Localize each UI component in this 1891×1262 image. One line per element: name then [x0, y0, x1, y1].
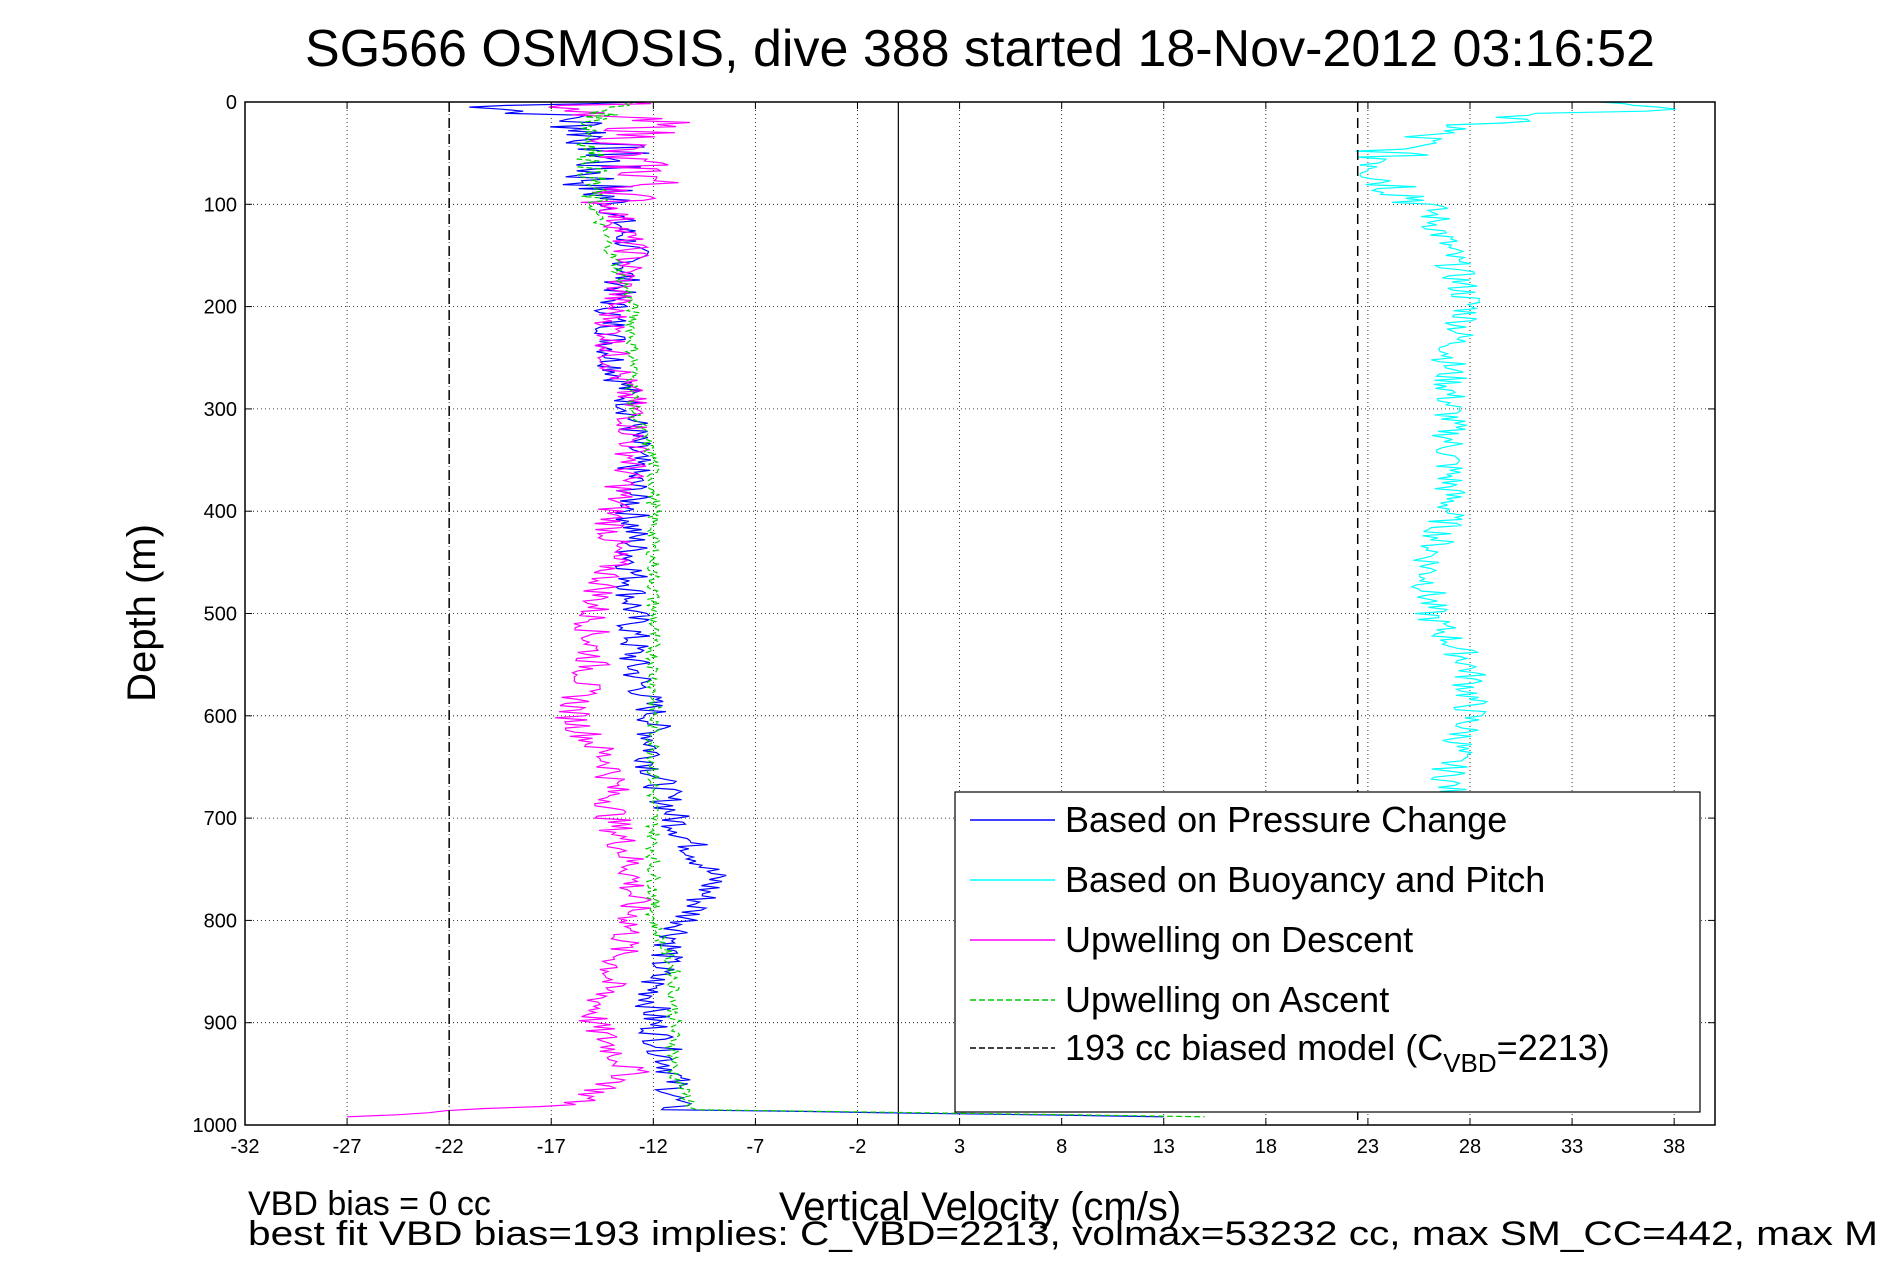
y-tick-label: 0: [226, 92, 237, 114]
series-line-2: [347, 101, 690, 1118]
y-tick-label: 1000: [193, 1115, 238, 1137]
y-tick-label: 600: [204, 706, 237, 728]
y-tick-label: 500: [204, 604, 237, 626]
legend-label-main: 193 cc biased model (C: [1065, 1027, 1443, 1068]
x-tick-label: -27: [333, 1136, 362, 1158]
legend-label: Based on Pressure Change: [1065, 799, 1507, 840]
legend-label: Upwelling on Ascent: [1065, 979, 1389, 1020]
legend-label: Based on Buoyancy and Pitch: [1065, 859, 1545, 900]
x-tick-label: 18: [1255, 1136, 1277, 1158]
series-line-1: [1355, 101, 1676, 819]
x-tick-label: -12: [639, 1136, 668, 1158]
x-tick-label: -17: [537, 1136, 566, 1158]
x-tick-label: -22: [435, 1136, 464, 1158]
y-axis-label: Depth (m): [120, 524, 164, 702]
legend-label: 193 cc biased model (CVBD=2213): [1065, 1027, 1610, 1078]
x-tick-label: -7: [747, 1136, 765, 1158]
legend-label-tail: =2213): [1497, 1027, 1610, 1068]
y-tick-label: 200: [204, 297, 237, 319]
x-tick-label: 23: [1357, 1136, 1379, 1158]
chart-title: SG566 OSMOSIS, dive 388 started 18-Nov-2…: [305, 20, 1655, 78]
series-line-0: [469, 101, 1164, 1118]
legend-label-sub: VBD: [1443, 1048, 1496, 1078]
y-tick-label: 800: [204, 910, 237, 932]
y-tick-label: 400: [204, 501, 237, 523]
x-tick-label: 13: [1153, 1136, 1175, 1158]
y-tick-label: 700: [204, 808, 237, 830]
y-axis-ticks: 0 100 200 300 400 500 600 700 800 900 1000: [193, 92, 1715, 1137]
y-tick-label: 900: [204, 1013, 237, 1035]
x-tick-label: 3: [954, 1136, 965, 1158]
y-tick-label: 300: [204, 399, 237, 421]
x-axis-label: Vertical Velocity (cm/s): [779, 1185, 1181, 1229]
x-tick-label: -32: [231, 1136, 260, 1158]
footer-bias: VBD bias = 0 cc: [248, 1185, 491, 1223]
x-tick-label: 8: [1056, 1136, 1067, 1158]
legend-label: Upwelling on Descent: [1065, 919, 1413, 960]
series-line-3: [576, 101, 1205, 1118]
footer-fit: best fit VBD bias=193 implies: C_VBD=221…: [248, 1215, 1878, 1253]
y-tick-label: 100: [204, 194, 237, 216]
legend: Based on Pressure Change Based on Buoyanc…: [954, 791, 1701, 1113]
x-axis-ticks: -32 -27 -22 -17 -12 -7 -2 3 8 13 18 23 28 33 38: [231, 102, 1685, 1158]
x-tick-label: -2: [849, 1136, 867, 1158]
legend-box: [954, 791, 1701, 1113]
x-tick-label: 33: [1561, 1136, 1583, 1158]
x-tick-label: 38: [1663, 1136, 1685, 1158]
x-tick-label: 28: [1459, 1136, 1481, 1158]
